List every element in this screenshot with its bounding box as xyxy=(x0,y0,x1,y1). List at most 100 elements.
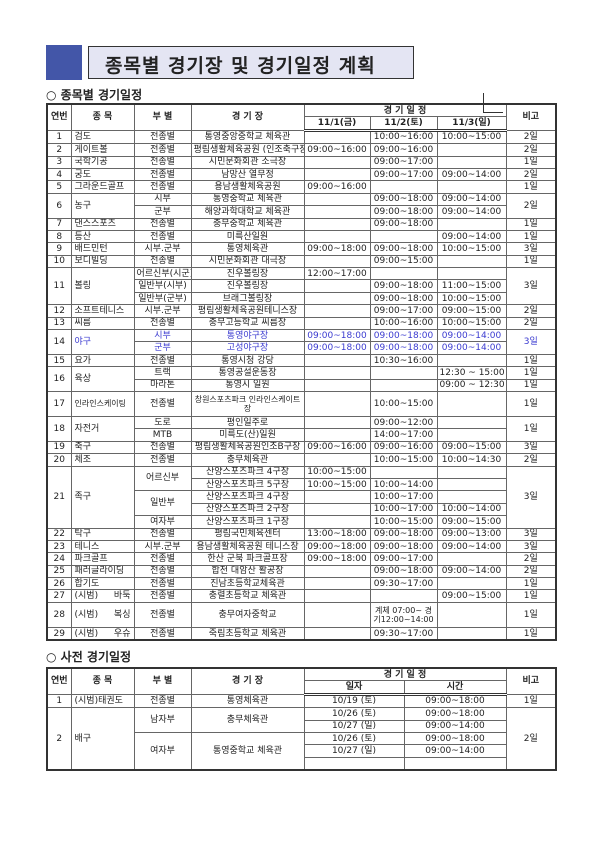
table-cell: 마라톤 xyxy=(133,378,192,393)
table-row: 여자부 산양스포츠파크 1구장 10:00~15:00 09:00~15:00 xyxy=(47,515,556,529)
header-time: 시간 xyxy=(403,680,507,696)
table-cell: 09:00~15:00 xyxy=(369,254,438,269)
table-cell: 브래그볼링장 xyxy=(190,291,305,306)
table-cell xyxy=(303,564,371,579)
table-cell: 산양스포츠파크 4구장 xyxy=(190,465,305,479)
header-event: 종 목 xyxy=(70,103,135,131)
table-cell xyxy=(436,552,507,566)
table-cell xyxy=(436,267,507,281)
table-cell: 3 xyxy=(46,155,72,169)
table-cell: 1일 xyxy=(505,601,557,628)
table-row: 11 볼링 어르신부(시군) 진우볼링장 12:00~17:00 3일 xyxy=(46,267,557,306)
table-cell: 산양스포츠파크 5구장 xyxy=(190,477,305,492)
table-cell: 전종별 xyxy=(133,180,192,194)
header-venue: 경 기 장 xyxy=(190,667,305,695)
table-cell: 3일 xyxy=(505,465,557,529)
table-cell: 보디빌딩 xyxy=(70,254,135,269)
header-venue: 경 기 장 xyxy=(190,103,305,131)
table-cell xyxy=(436,180,507,194)
header-division: 부 별 xyxy=(133,103,192,131)
table-cell: 전종별 xyxy=(133,155,192,169)
section-heading-pre-schedule: ○ 사전 경기일정 xyxy=(46,650,132,664)
table-cell: 탁구 xyxy=(70,527,135,541)
table-cell: 09:00~18:00 xyxy=(403,693,507,709)
table-row: 4 궁도 전종별 남망산 열무정 09:00~17:00 09:00~14:00 2일 xyxy=(46,167,557,182)
table-cell: 09:00~18:00 xyxy=(303,552,371,566)
table-cell: 09:00~18:00 xyxy=(403,707,507,721)
table-cell: 한산 군북 파크골프장 xyxy=(190,552,305,566)
table-row xyxy=(47,756,556,771)
table-cell: 전종별 xyxy=(133,217,192,231)
table-cell xyxy=(436,217,507,231)
table-cell: 09:00~18:00 xyxy=(369,341,438,355)
table-cell: 2일 xyxy=(505,143,557,157)
table-cell: 10:00~14:30 xyxy=(436,453,507,467)
table-cell: 2 xyxy=(46,707,72,771)
table-cell: 3일 xyxy=(505,329,557,355)
table-row: 2 배구 남자부 충무체육관 10/26 (토) 09:00~18:00 2일 xyxy=(46,707,557,771)
table-cell: 전종별 xyxy=(133,167,192,182)
table-cell xyxy=(303,316,371,331)
table-row: 26 합기도 전종별 진남초등학교체육관 09:30~17:00 1일 xyxy=(46,577,557,591)
table-cell: 10:00~14:00 xyxy=(436,502,507,517)
table-cell: 2일 xyxy=(505,304,557,318)
table-cell: 20 xyxy=(46,453,72,467)
table-cell: 파크골프 xyxy=(70,552,135,566)
table-cell: 진우볼링장 xyxy=(190,279,305,293)
table-cell: 충무체육관 xyxy=(190,453,305,467)
table-cell: 09:00~16:00 xyxy=(303,440,371,455)
table-cell xyxy=(436,490,507,504)
header-schedule: 경 기 일 정 xyxy=(303,103,507,118)
table-cell: 10/19 (토) xyxy=(303,693,405,709)
table-cell: 10:00~17:00 xyxy=(369,502,438,517)
table-cell: 2일 xyxy=(505,707,557,771)
table-cell: 09:00~15:00 xyxy=(436,589,507,603)
table-row: 29 (시범) 우슈 전종별 죽림초등학교 체육관 09:30~17:00 1일 xyxy=(46,626,557,641)
table-cell: 09:00~18:00 xyxy=(369,291,438,306)
title-box: 종목별 경기장 및 경기일정 계획 xyxy=(88,46,503,113)
table-cell xyxy=(436,465,507,479)
table-cell: 2일 xyxy=(505,192,557,219)
table-cell: 전종별 xyxy=(133,693,192,709)
table-cell: 전종별 xyxy=(133,527,192,541)
table-cell: 10:00~15:00 xyxy=(303,477,371,492)
header-schedule: 경 기 일 정 xyxy=(303,667,507,682)
table-cell: 미륵도(산)일원 xyxy=(190,428,305,442)
table-cell: 10/27 (일) xyxy=(303,719,405,733)
table-cell xyxy=(436,353,507,368)
table-cell xyxy=(303,167,371,182)
table-row: 28 (시범) 복싱 전종별 충무여자중학교 계체 07:00~ 경기12:00~14:… xyxy=(46,601,557,628)
table-cell xyxy=(369,229,438,244)
table-cell: 1일 xyxy=(505,589,557,603)
table-cell: 11:00~15:00 xyxy=(436,279,507,293)
table-cell: 10:00~15:00 xyxy=(369,390,438,417)
table-cell: 통영시 일원 xyxy=(190,378,305,393)
table-cell: 궁도 xyxy=(70,167,135,182)
table-cell: 전종별 xyxy=(133,229,192,244)
table-cell: 시민문화회관 대극장 xyxy=(190,254,305,269)
table-cell xyxy=(303,291,371,306)
table-cell: 테니스 xyxy=(70,539,135,554)
table-cell xyxy=(303,502,371,517)
table-cell: 여자부 xyxy=(133,515,192,529)
table-row: 16 육상 트랙 통영공설운동장 12:30 ~ 15:00 1일 xyxy=(46,366,557,392)
table-cell: 09:00 ~ 12:30 xyxy=(436,378,507,393)
header-number: 연번 xyxy=(46,667,72,695)
table-cell: 6 xyxy=(46,192,72,219)
table-cell: 1일 xyxy=(505,415,557,442)
table-cell: 3일 xyxy=(505,440,557,455)
table-cell: 2일 xyxy=(505,129,557,145)
table-cell: 산양스포츠파크 1구장 xyxy=(190,515,305,529)
table-cell: 남망산 열무정 xyxy=(190,167,305,182)
table-cell: 통영시청 강당 xyxy=(190,353,305,368)
table-cell: 09:00~18:00 xyxy=(369,539,438,554)
table-cell xyxy=(303,415,371,430)
table-cell: 09:00~18:00 xyxy=(369,527,438,541)
table-cell: 3일 xyxy=(505,242,557,256)
table-cell: 8 xyxy=(46,229,72,244)
table-cell: 1 xyxy=(46,129,72,145)
table-cell xyxy=(369,267,438,281)
table-cell: 09:00~18:00 xyxy=(369,217,438,231)
table-cell: 충무고등학교 씨름장 xyxy=(190,316,305,331)
table-cell xyxy=(436,577,507,591)
